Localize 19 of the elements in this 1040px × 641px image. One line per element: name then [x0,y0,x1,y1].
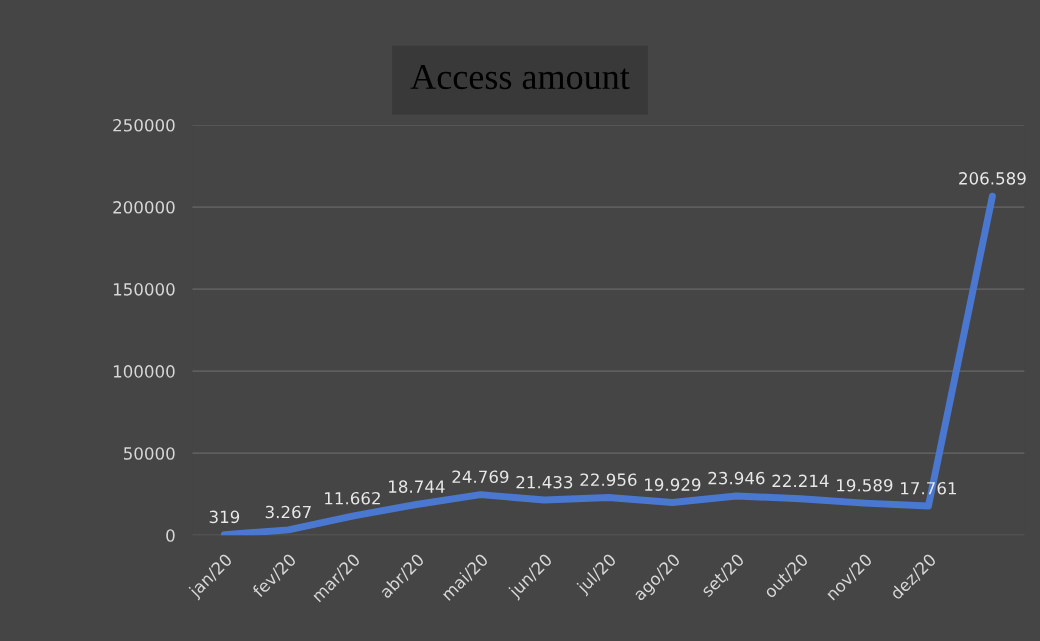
y-tick-label: 200000 [113,201,175,214]
data-label: 3.267 [265,505,311,519]
data-label: 23.946 [708,471,765,485]
y-tick-label: 50000 [124,447,175,460]
y-tick-label: 0 [166,529,175,542]
y-tick-label: 250000 [113,118,175,132]
y-tick-label: 150000 [113,283,175,296]
data-label: 21.433 [516,475,573,489]
chart-title: Access amount [410,64,630,90]
data-label: 206.589 [959,172,1026,185]
data-label: 24.769 [452,470,509,484]
data-label: 319 [209,510,240,524]
data-label: 11.662 [325,491,380,505]
data-label: 22.956 [580,473,637,486]
data-label: 19.929 [645,478,701,491]
y-tick-label: 100000 [113,365,175,378]
data-label: 18.744 [389,480,445,493]
data-label: 19.589 [837,478,893,492]
data-label: 22.214 [772,474,829,487]
